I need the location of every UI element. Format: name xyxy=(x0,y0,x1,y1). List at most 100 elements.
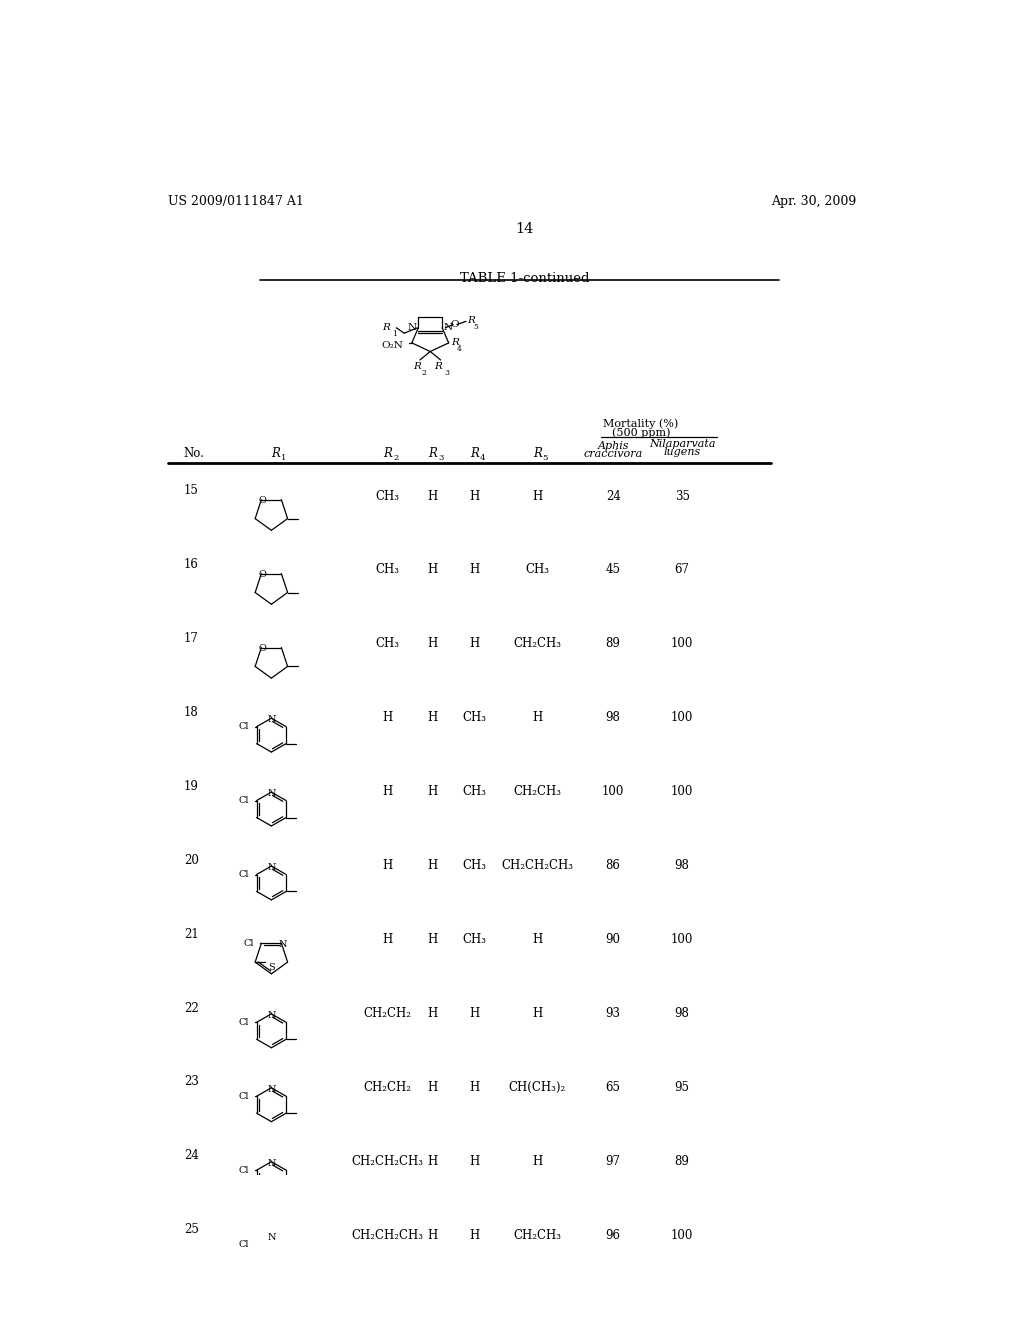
Text: O: O xyxy=(451,319,460,329)
Text: 20: 20 xyxy=(183,854,199,867)
Text: CH₃: CH₃ xyxy=(463,711,486,725)
Text: 17: 17 xyxy=(183,632,199,645)
Text: 67: 67 xyxy=(675,564,689,577)
Text: R: R xyxy=(270,447,280,461)
Text: 2: 2 xyxy=(422,370,426,378)
Text: 5: 5 xyxy=(474,323,478,331)
Text: 1: 1 xyxy=(281,454,286,462)
Text: 100: 100 xyxy=(671,785,693,799)
Text: N: N xyxy=(279,940,287,949)
Text: CH₃: CH₃ xyxy=(376,564,399,577)
Text: 21: 21 xyxy=(183,928,199,941)
Text: Apr. 30, 2009: Apr. 30, 2009 xyxy=(771,195,856,209)
Text: CH₃: CH₃ xyxy=(463,933,486,946)
Text: R: R xyxy=(382,323,390,333)
Text: 100: 100 xyxy=(671,638,693,651)
Text: CH₂CH₃: CH₂CH₃ xyxy=(513,638,561,651)
Text: 97: 97 xyxy=(605,1155,621,1168)
Text: 90: 90 xyxy=(605,933,621,946)
Text: lugens: lugens xyxy=(664,447,700,457)
Text: H: H xyxy=(469,1155,479,1168)
Text: R: R xyxy=(470,447,479,461)
Text: H: H xyxy=(427,785,437,799)
Text: H: H xyxy=(532,1155,543,1168)
Text: H: H xyxy=(427,1155,437,1168)
Text: Cl: Cl xyxy=(239,1166,249,1175)
Text: 100: 100 xyxy=(671,933,693,946)
Text: O: O xyxy=(258,496,266,506)
Text: H: H xyxy=(427,1229,437,1242)
Text: H: H xyxy=(469,564,479,577)
Text: O: O xyxy=(258,570,266,579)
Text: 98: 98 xyxy=(675,859,689,873)
Text: 2: 2 xyxy=(393,454,398,462)
Text: 4: 4 xyxy=(480,454,485,462)
Text: 100: 100 xyxy=(671,1229,693,1242)
Text: R: R xyxy=(383,447,392,461)
Text: N: N xyxy=(443,322,453,331)
Text: Cl: Cl xyxy=(243,939,254,948)
Text: O: O xyxy=(258,644,266,653)
Text: 1: 1 xyxy=(391,330,396,338)
Text: 35: 35 xyxy=(675,490,689,503)
Text: 19: 19 xyxy=(183,780,199,793)
Text: H: H xyxy=(427,638,437,651)
Text: N: N xyxy=(267,1011,275,1020)
Text: H: H xyxy=(469,638,479,651)
Text: CH₂CH₃: CH₂CH₃ xyxy=(513,1229,561,1242)
Text: 25: 25 xyxy=(183,1224,199,1237)
Text: No.: No. xyxy=(183,447,205,461)
Text: R: R xyxy=(532,447,542,461)
Text: 22: 22 xyxy=(183,1002,199,1015)
Text: 18: 18 xyxy=(183,706,199,719)
Text: craccivora: craccivora xyxy=(584,449,643,459)
Text: CH₂CH₂CH₃: CH₂CH₂CH₃ xyxy=(501,859,573,873)
Text: N: N xyxy=(267,1159,275,1168)
Text: TABLE 1-continued: TABLE 1-continued xyxy=(460,272,590,285)
Text: (500 ppm): (500 ppm) xyxy=(611,428,671,438)
Text: Aphis: Aphis xyxy=(597,441,629,451)
Text: CH₃: CH₃ xyxy=(376,638,399,651)
Text: H: H xyxy=(427,1081,437,1094)
Text: S: S xyxy=(268,964,274,973)
Text: US 2009/0111847 A1: US 2009/0111847 A1 xyxy=(168,195,304,209)
Text: H: H xyxy=(469,490,479,503)
Text: 45: 45 xyxy=(605,564,621,577)
Text: N: N xyxy=(267,715,275,725)
Text: H: H xyxy=(427,711,437,725)
Text: CH₃: CH₃ xyxy=(525,564,549,577)
Text: H: H xyxy=(427,564,437,577)
Text: H: H xyxy=(427,859,437,873)
Text: Cl: Cl xyxy=(239,1018,249,1027)
Text: 93: 93 xyxy=(605,1007,621,1020)
Text: H: H xyxy=(532,490,543,503)
Text: 95: 95 xyxy=(675,1081,689,1094)
Text: Cl: Cl xyxy=(239,870,249,879)
Text: 98: 98 xyxy=(675,1007,689,1020)
Text: 24: 24 xyxy=(183,1150,199,1163)
Text: 65: 65 xyxy=(605,1081,621,1094)
Text: R: R xyxy=(451,338,459,347)
Text: N: N xyxy=(267,863,275,873)
Text: H: H xyxy=(427,490,437,503)
Text: 14: 14 xyxy=(516,222,534,235)
Text: H: H xyxy=(383,859,393,873)
Text: H: H xyxy=(383,711,393,725)
Text: H: H xyxy=(532,711,543,725)
Text: 3: 3 xyxy=(438,454,443,462)
Text: H: H xyxy=(532,1007,543,1020)
Text: R: R xyxy=(414,362,422,371)
Text: CH(CH₃)₂: CH(CH₃)₂ xyxy=(509,1081,566,1094)
Text: CH₂CH₂CH₃: CH₂CH₂CH₃ xyxy=(351,1229,424,1242)
Text: 98: 98 xyxy=(606,711,621,725)
Text: 3: 3 xyxy=(444,370,450,378)
Text: 96: 96 xyxy=(605,1229,621,1242)
Text: Cl: Cl xyxy=(239,796,249,805)
Text: Nilaparvata: Nilaparvata xyxy=(649,438,716,449)
Text: CH₃: CH₃ xyxy=(463,859,486,873)
Text: H: H xyxy=(469,1081,479,1094)
Text: CH₃: CH₃ xyxy=(463,785,486,799)
Text: H: H xyxy=(469,1229,479,1242)
Text: 5: 5 xyxy=(543,454,548,462)
Text: H: H xyxy=(469,1007,479,1020)
